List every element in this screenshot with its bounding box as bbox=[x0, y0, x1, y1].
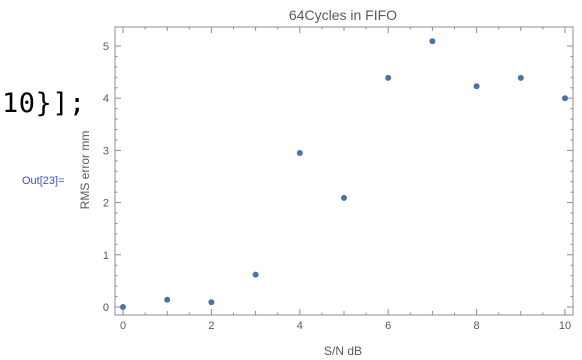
x-tick-label: 2 bbox=[208, 320, 214, 332]
data-point bbox=[473, 83, 480, 90]
data-point bbox=[385, 74, 392, 81]
output-cell-label: Out[23]= bbox=[22, 175, 65, 187]
y-axis-label: RMS error mm bbox=[78, 131, 92, 210]
data-point bbox=[120, 304, 126, 310]
y-tick-label: 0 bbox=[103, 302, 109, 314]
y-tick-label: 3 bbox=[103, 145, 109, 157]
x-tick-label: 4 bbox=[297, 320, 303, 332]
input-cell-tail[interactable]: 10}]; bbox=[2, 88, 86, 119]
x-axis-label: S/N dB bbox=[324, 344, 362, 358]
data-point bbox=[517, 74, 524, 81]
y-tick-label: 4 bbox=[103, 93, 109, 105]
y-tick-label: 1 bbox=[103, 250, 109, 262]
y-tick-label: 5 bbox=[103, 41, 109, 53]
chart-title: 64Cycles in FIFO bbox=[289, 7, 397, 23]
data-point bbox=[562, 95, 568, 102]
data-point bbox=[341, 194, 347, 201]
plot-frame bbox=[114, 26, 574, 316]
data-points bbox=[120, 38, 568, 310]
x-tick-label: 8 bbox=[474, 320, 480, 332]
data-point bbox=[164, 296, 171, 303]
x-tick-label: 0 bbox=[120, 320, 126, 332]
data-point bbox=[429, 38, 436, 45]
x-tick-label: 6 bbox=[385, 320, 391, 332]
x-tick-label: 10 bbox=[559, 320, 571, 332]
data-point bbox=[296, 150, 303, 157]
axis-ticks: 0 2 4 6 8 10 0 1 2 3 4 5 bbox=[103, 27, 573, 332]
data-point bbox=[252, 271, 259, 278]
plot-frame-border bbox=[114, 26, 574, 316]
data-point bbox=[208, 299, 215, 306]
y-tick-label: 2 bbox=[103, 198, 109, 210]
